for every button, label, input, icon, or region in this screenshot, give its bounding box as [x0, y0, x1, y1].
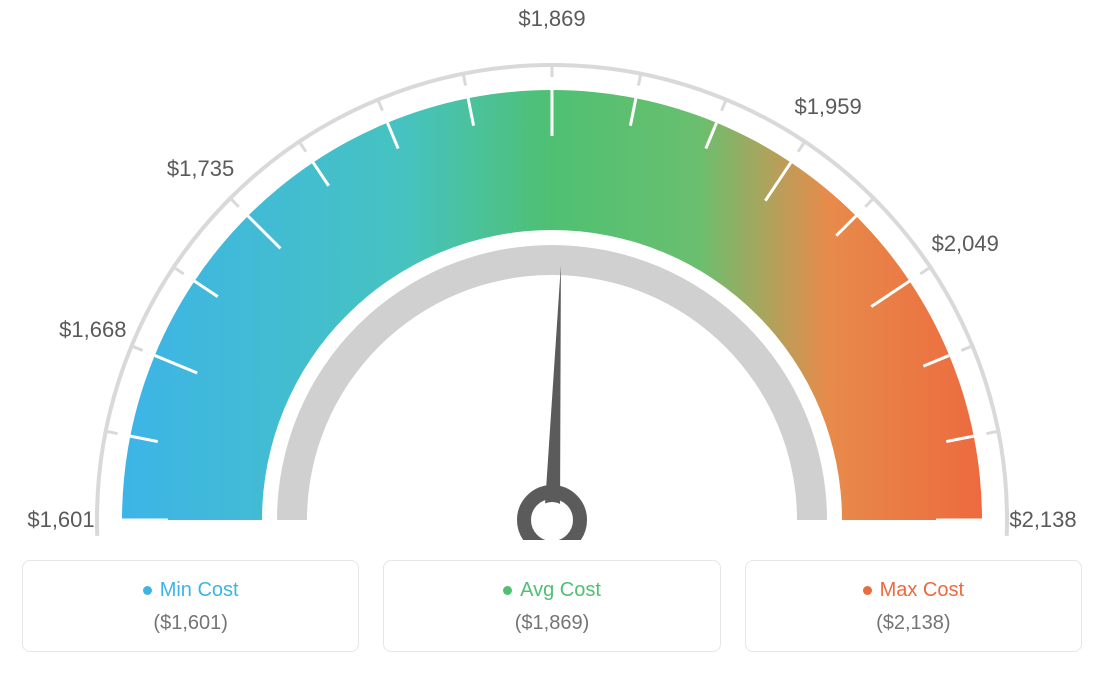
dot-icon	[143, 586, 152, 595]
tick-label: $1,601	[27, 507, 94, 533]
dot-icon	[863, 586, 872, 595]
legend-title-min: Min Cost	[143, 579, 239, 602]
legend-title-max: Max Cost	[863, 579, 964, 602]
legend-value: ($1,601)	[33, 612, 348, 635]
legend-card-min: Min Cost ($1,601)	[22, 560, 359, 652]
legend-row: Min Cost ($1,601) Avg Cost ($1,869) Max …	[22, 560, 1082, 652]
legend-label: Max Cost	[880, 579, 964, 602]
gauge-svg	[22, 20, 1082, 540]
gauge-chart: $1,601$1,668$1,735$1,869$1,959$2,049$2,1…	[22, 20, 1082, 540]
legend-card-max: Max Cost ($2,138)	[745, 560, 1082, 652]
tick-label: $1,959	[794, 94, 861, 120]
tick-label: $1,668	[59, 317, 126, 343]
dot-icon	[503, 586, 512, 595]
legend-value: ($1,869)	[394, 612, 709, 635]
legend-card-avg: Avg Cost ($1,869)	[383, 560, 720, 652]
legend-label: Min Cost	[160, 579, 239, 602]
legend-label: Avg Cost	[520, 579, 601, 602]
tick-label: $2,138	[1009, 507, 1076, 533]
tick-label: $2,049	[932, 231, 999, 257]
tick-label: $1,869	[518, 6, 585, 32]
tick-label: $1,735	[167, 156, 234, 182]
legend-value: ($2,138)	[756, 612, 1071, 635]
legend-title-avg: Avg Cost	[503, 579, 601, 602]
